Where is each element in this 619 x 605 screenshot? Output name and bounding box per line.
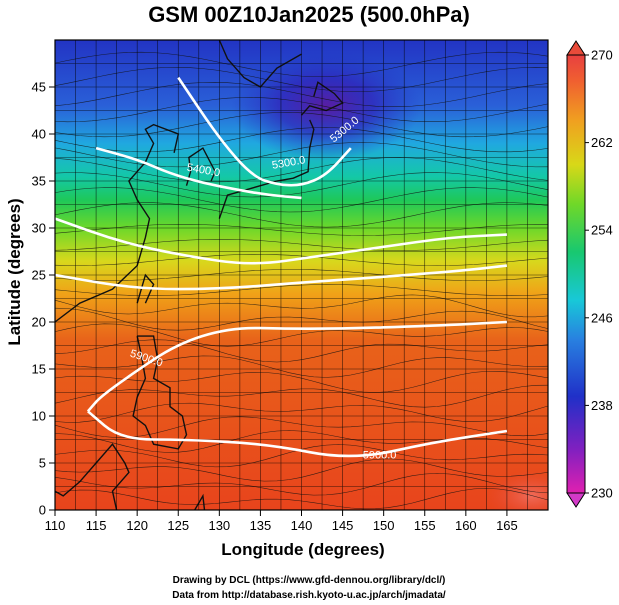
warm-spot bbox=[486, 470, 548, 510]
y-tick-label: 35 bbox=[32, 174, 46, 189]
x-tick-label: 155 bbox=[414, 518, 436, 533]
colorbar-scale bbox=[566, 54, 586, 494]
x-axis-label: Longitude (degrees) bbox=[221, 540, 384, 559]
x-tick-label: 120 bbox=[126, 518, 148, 533]
colorbar-tick-label: 254 bbox=[591, 223, 613, 238]
colorbar-tick-label: 270 bbox=[591, 48, 613, 63]
contour-label: 5900.0 bbox=[363, 449, 397, 461]
colorbar-tick-label: 246 bbox=[591, 310, 613, 325]
colorbar-tick-label: 262 bbox=[591, 135, 613, 150]
y-tick-label: 25 bbox=[32, 268, 46, 283]
x-tick-label: 110 bbox=[45, 518, 66, 533]
contour-line bbox=[55, 264, 508, 291]
y-tick-label: 5 bbox=[39, 456, 46, 471]
y-tick-label: 30 bbox=[32, 221, 46, 236]
x-tick-label: 115 bbox=[86, 518, 107, 533]
x-tick-label: 135 bbox=[250, 518, 272, 533]
x-tick-label: 150 bbox=[373, 518, 395, 533]
x-axis-ticks: 110 115 120 125 130 135 140 145 150 155 160 165 bbox=[45, 510, 518, 533]
y-tick-label: 45 bbox=[32, 80, 46, 95]
y-tick-label: 40 bbox=[32, 127, 46, 142]
contour-line bbox=[87, 410, 508, 458]
x-tick-label: 130 bbox=[208, 518, 230, 533]
colorbar-tick-label: 238 bbox=[591, 398, 613, 413]
y-axis-ticks: 0 5 10 15 20 25 30 35 40 45 bbox=[32, 80, 55, 518]
chart-title: GSM 00Z10Jan2025 (500.0hPa) bbox=[148, 2, 470, 27]
colorbar: 270 262 254 246 238 230 bbox=[566, 40, 613, 508]
y-tick-label: 0 bbox=[39, 503, 46, 518]
colorbar-max-arrow bbox=[566, 40, 586, 56]
contour-label: 5400.0 bbox=[186, 162, 221, 180]
credit-line-1: Drawing by DCL (https://www.gfd-dennou.o… bbox=[173, 575, 446, 586]
y-tick-label: 20 bbox=[32, 315, 46, 330]
contour-line bbox=[177, 76, 352, 187]
contours bbox=[55, 76, 508, 458]
x-tick-label: 165 bbox=[496, 518, 518, 533]
x-tick-label: 140 bbox=[291, 518, 313, 533]
colorbar-min-arrow bbox=[566, 492, 586, 508]
contour-line bbox=[86, 320, 507, 413]
colorbar-tick-label: 230 bbox=[591, 486, 613, 501]
x-tick-label: 125 bbox=[167, 518, 189, 533]
x-tick-label: 160 bbox=[455, 518, 477, 533]
grid-lines bbox=[55, 40, 548, 510]
contour-line bbox=[55, 217, 507, 265]
y-axis-label: Latitude (degrees) bbox=[5, 198, 24, 345]
credit-line-2: Data from http://database.rish.kyoto-u.a… bbox=[172, 590, 446, 601]
y-tick-label: 15 bbox=[32, 362, 46, 377]
y-tick-label: 10 bbox=[32, 409, 46, 424]
cold-low-core bbox=[231, 50, 422, 161]
contour-label: 5300.0 bbox=[271, 154, 306, 172]
contour-line bbox=[95, 146, 302, 200]
x-tick-label: 145 bbox=[332, 518, 354, 533]
